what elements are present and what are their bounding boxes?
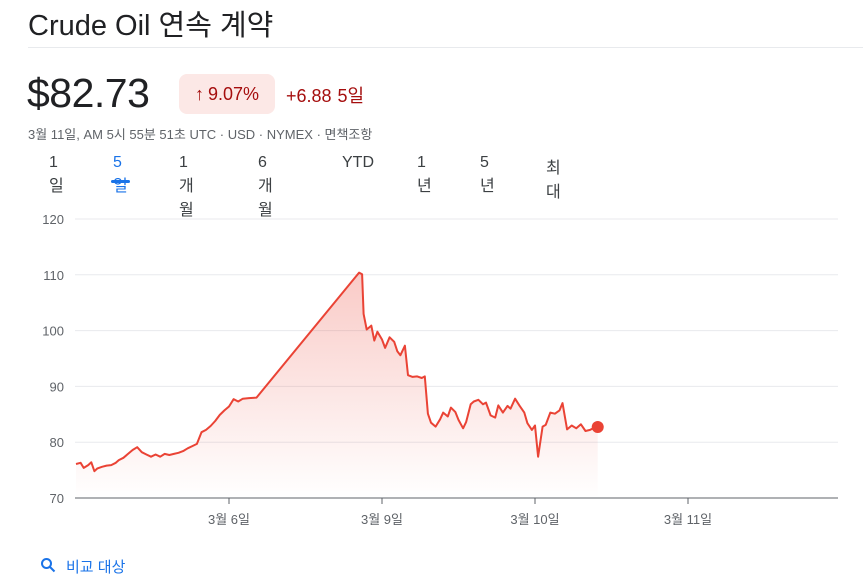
- y-tick-label: 90: [50, 379, 64, 394]
- tab-1m[interactable]: 1개월: [179, 154, 194, 219]
- tab-1d[interactable]: 1일: [49, 154, 64, 195]
- last-price-point: [591, 420, 604, 433]
- y-tick-label: 70: [50, 491, 64, 506]
- y-tick-label: 80: [50, 435, 64, 450]
- tab-1y[interactable]: 1년: [417, 154, 432, 195]
- price-area: [76, 272, 598, 498]
- page-title: Crude Oil 연속 계약: [28, 10, 274, 42]
- x-tick-label: 3월 9일: [361, 512, 403, 527]
- percent-change-badge: ↑ 9.07%: [179, 74, 275, 114]
- percent-change-value: 9.07%: [207, 83, 260, 104]
- header-divider: [28, 47, 863, 48]
- arrow-up-icon: ↑: [194, 83, 204, 104]
- compare-label: 비교 대상: [66, 559, 126, 576]
- y-tick-label: 120: [42, 212, 64, 227]
- y-tick-label: 110: [43, 268, 64, 283]
- price-chart[interactable]: 70 80 90 100 110 120 3월 6일 3월 9일 3월 10일 3월 11일: [0, 200, 863, 540]
- x-tick-label: 3월 10일: [510, 512, 559, 527]
- tab-6m[interactable]: 6개월: [258, 154, 273, 219]
- tab-ytd[interactable]: YTD: [342, 154, 374, 171]
- x-tick-label: 3월 11일: [664, 512, 712, 527]
- tab-5y[interactable]: 5년: [480, 154, 495, 195]
- y-tick-label: 100: [42, 324, 64, 339]
- search-icon: [40, 557, 56, 577]
- change-period: 5일: [337, 86, 365, 106]
- tab-5d[interactable]: 5일: [111, 154, 130, 195]
- x-tick-label: 3월 6일: [208, 512, 250, 527]
- absolute-change: +6.88 5일: [286, 82, 370, 108]
- tab-max[interactable]: 최대: [546, 160, 561, 201]
- current-price: $82.73: [27, 70, 150, 116]
- quote-meta: 3월 11일, AM 5시 55분 51초 UTC · USD · NYMEX …: [28, 127, 373, 142]
- compare-button[interactable]: 비교 대상: [40, 556, 125, 577]
- price-line: [75, 271, 598, 473]
- absolute-change-value: +6.88: [286, 86, 332, 106]
